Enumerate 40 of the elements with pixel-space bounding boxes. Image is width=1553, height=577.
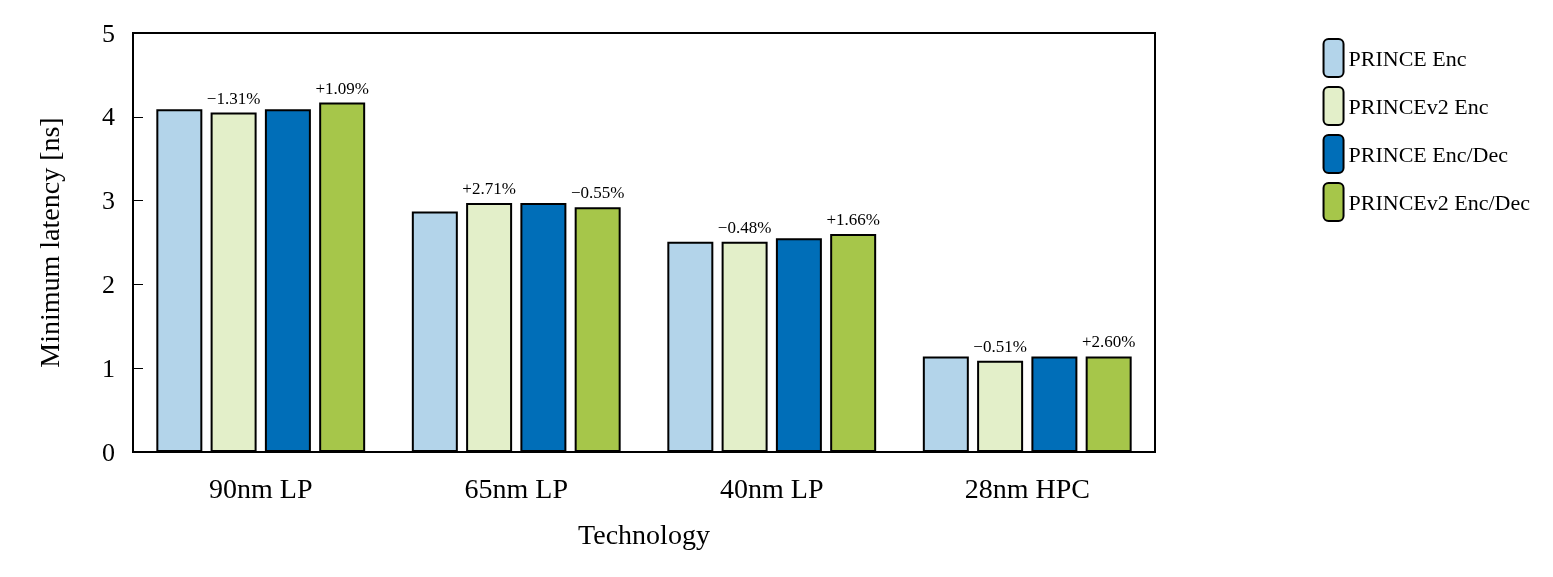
bar xyxy=(1085,356,1132,452)
bar xyxy=(977,360,1024,452)
bar xyxy=(574,207,621,452)
x-tick-label: 65nm LP xyxy=(464,472,568,504)
annotation: +2.71% xyxy=(462,179,516,199)
legend-label: PRINCEv2 Enc xyxy=(1348,93,1489,119)
bar xyxy=(210,112,257,452)
bar xyxy=(319,102,366,452)
annotation: +2.60% xyxy=(1081,332,1136,352)
x-tick-label: 40nm LP xyxy=(720,472,824,504)
legend-label: PRINCEv2 Enc/Dec xyxy=(1348,189,1531,215)
y-tick-label: 2 xyxy=(102,269,115,299)
bar xyxy=(667,241,714,452)
x-tick-label: 90nm LP xyxy=(209,472,313,504)
bar xyxy=(520,203,567,452)
bar xyxy=(922,356,969,452)
y-tick-label: 3 xyxy=(102,186,115,216)
bar xyxy=(466,203,513,452)
y-tick-label: 0 xyxy=(102,437,115,467)
y-tick-label: 4 xyxy=(102,102,115,132)
x-tick-label: 28nm HPC xyxy=(964,472,1090,504)
bar xyxy=(411,211,458,452)
annotation: +1.09% xyxy=(315,78,369,98)
bar xyxy=(156,109,203,452)
bar xyxy=(264,109,311,452)
bar xyxy=(830,234,877,452)
annotation: −0.51% xyxy=(973,336,1027,356)
y-tick-label: 5 xyxy=(102,18,115,48)
bar xyxy=(721,241,768,452)
bar xyxy=(1031,356,1078,452)
y-axis-title: Minimum latency [ns] xyxy=(33,117,65,368)
annotation: +1.66% xyxy=(826,210,880,230)
bar xyxy=(775,238,822,452)
legend-label: PRINCE Enc/Dec xyxy=(1348,141,1509,167)
x-axis-title: Technology xyxy=(578,518,710,550)
annotation: −0.48% xyxy=(717,217,772,237)
annotation: −1.31% xyxy=(206,88,261,108)
legend-label: PRINCE Enc xyxy=(1348,45,1467,71)
y-tick-label: 1 xyxy=(102,353,115,383)
annotation: −0.55% xyxy=(570,183,625,203)
